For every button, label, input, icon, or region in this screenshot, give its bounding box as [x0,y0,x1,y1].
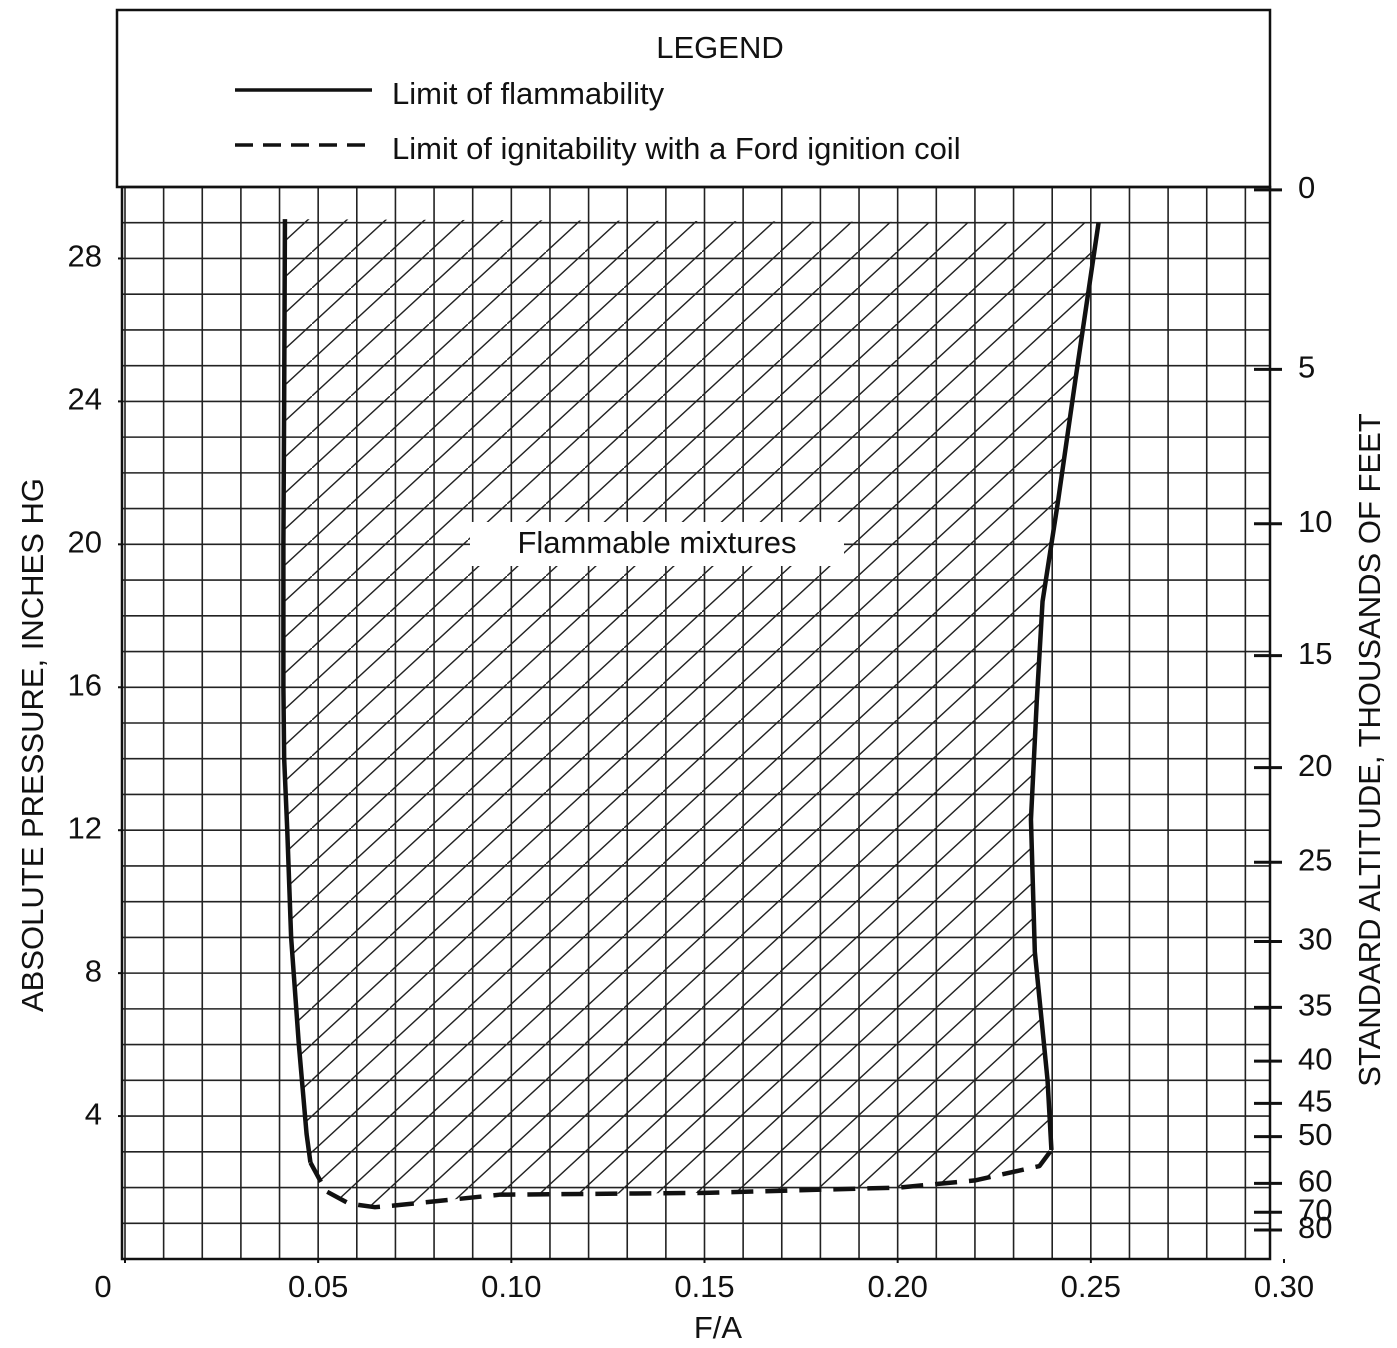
y-tick-label: 8 [85,953,102,988]
y2-tick-label: 60 [1298,1164,1332,1199]
legend-label: Limit of flammability [392,76,665,111]
y2-tick-label: 35 [1298,988,1332,1023]
y2-tick-label: 5 [1298,350,1315,385]
y2-tick-label: 80 [1298,1210,1332,1245]
y2-tick-label: 20 [1298,748,1332,783]
y2-tick-label: 45 [1298,1084,1332,1119]
y-tick-label: 16 [68,667,102,702]
y-axis-label: ABSOLUTE PRESSURE, INCHES HG [15,478,50,1012]
x-tick-label: 0 [94,1269,111,1304]
x-tick-label: 0.05 [288,1269,348,1304]
series-line [1028,222,1101,1151]
y-tick-label: 4 [85,1096,102,1131]
series-line [281,219,313,1163]
x-tick-label: 0.10 [481,1269,541,1304]
y2-tick-label: 0 [1298,170,1315,205]
y2-tick-label: 25 [1298,842,1332,877]
y2-axis-label: STANDARD ALTITUDE, THOUSANDS OF FEET [1352,413,1387,1087]
y2-tick-label: 70 [1298,1192,1332,1227]
legend-title: LEGEND [656,30,783,65]
y-tick-label: 12 [68,810,102,845]
x-tick-label: 0.20 [867,1269,927,1304]
y2-tick-label: 40 [1298,1041,1332,1076]
y-tick-label: 28 [68,239,102,274]
legend-label: Limit of ignitability with a Ford igniti… [392,131,961,166]
y2-tick-label: 15 [1298,636,1332,671]
annotation-bg [470,522,844,566]
y-tick-label: 20 [68,525,102,560]
y2-tick-label: 10 [1298,504,1332,539]
x-tick-label: 0.25 [1061,1269,1121,1304]
annotation: Flammable mixtures [517,525,796,560]
y2-tick-label: 30 [1298,922,1332,957]
x-axis-label: F/A [694,1310,743,1345]
y-tick-label: 24 [68,382,102,417]
series-line [308,1148,1054,1210]
x-tick-label: 0.15 [674,1269,734,1304]
hatch-region [283,219,1099,1208]
x-tick-label: 0.30 [1254,1269,1314,1304]
plot-frame [120,185,1272,1261]
y2-tick-label: 50 [1298,1117,1332,1152]
